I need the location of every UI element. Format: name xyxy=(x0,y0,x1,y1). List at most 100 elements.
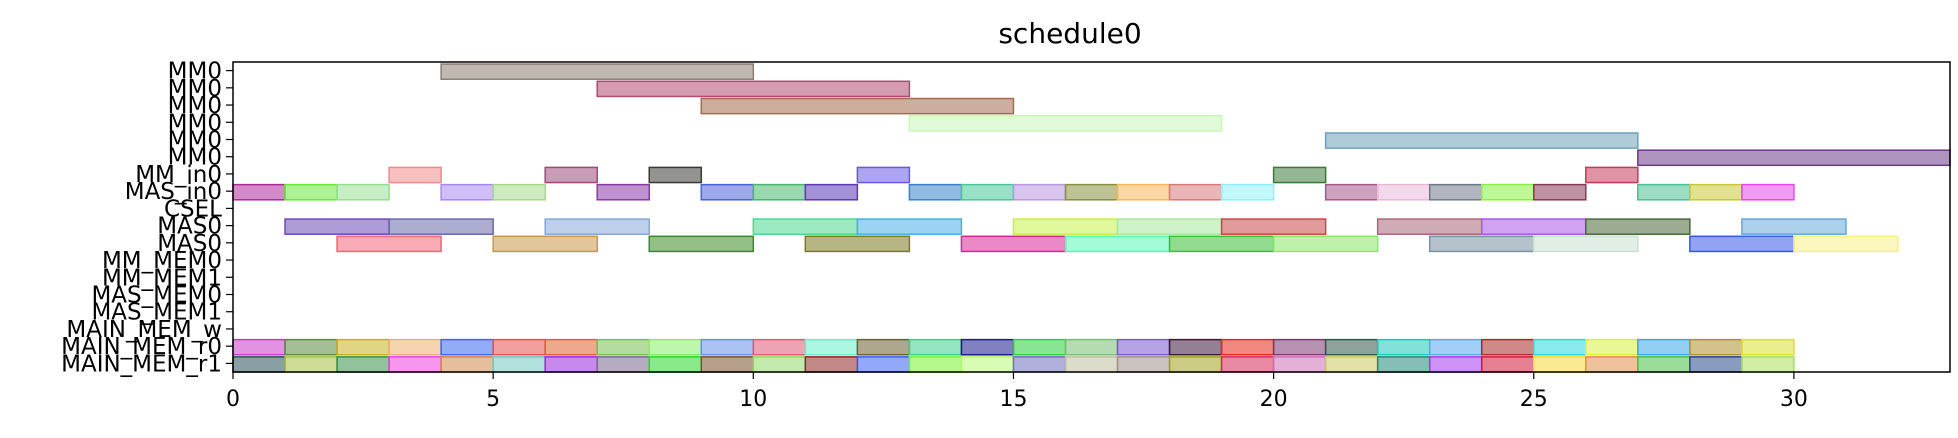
task-bar xyxy=(1324,132,1639,149)
task-bar xyxy=(1533,183,1587,201)
task-bar xyxy=(648,356,703,373)
task-bar xyxy=(284,218,390,235)
task-bar xyxy=(908,356,963,373)
task-bar xyxy=(1741,356,1795,373)
task-bar xyxy=(596,80,911,98)
task-bar xyxy=(960,356,1015,373)
task-bar xyxy=(908,338,963,356)
task-bar xyxy=(1012,356,1067,373)
task-bar xyxy=(1272,235,1379,253)
y-tick-label: MM_in0 xyxy=(135,162,222,188)
y-tick-label: MM_MEM1 xyxy=(102,265,222,291)
task-bar xyxy=(700,356,755,373)
x-tick-label: 5 xyxy=(486,387,500,412)
task-bar xyxy=(960,235,1067,253)
y-tick-label: MAIN_MEM_r0 xyxy=(61,334,222,360)
y-tick-label: MM0 xyxy=(168,93,222,119)
task-bar xyxy=(388,338,442,356)
task-bar xyxy=(1637,149,1951,167)
task-bar xyxy=(752,218,859,235)
task-bar xyxy=(1272,166,1327,184)
task-bar xyxy=(856,166,911,184)
task-bar xyxy=(1324,338,1379,356)
task-bar xyxy=(440,183,494,201)
task-bar xyxy=(1168,235,1275,253)
task-bar xyxy=(1689,183,1743,201)
x-tick-label: 25 xyxy=(1520,387,1548,412)
task-bar xyxy=(336,338,390,356)
y-tick-label: MAIN_MEM_w xyxy=(66,317,222,343)
y-tick-label: MAS_in0 xyxy=(125,179,222,205)
task-bar xyxy=(544,338,598,356)
task-bar xyxy=(596,356,650,373)
x-tick-label: 15 xyxy=(999,387,1027,412)
task-bar xyxy=(1637,183,1691,201)
task-bar xyxy=(284,183,338,201)
task-bar xyxy=(1116,183,1171,201)
task-bar xyxy=(804,356,859,373)
task-bar xyxy=(1689,338,1743,356)
task-bar xyxy=(544,218,650,235)
task-bar xyxy=(1480,356,1535,373)
task-bar xyxy=(1480,338,1535,356)
x-tick-label: 0 xyxy=(226,387,240,412)
plot-frame xyxy=(232,61,1951,373)
task-bar xyxy=(700,97,1015,115)
task-bar xyxy=(440,338,494,356)
task-bar xyxy=(1428,356,1483,373)
y-tick-label: MAS_MEM1 xyxy=(91,300,222,326)
task-bar xyxy=(1689,235,1795,253)
task-bar xyxy=(1741,218,1847,235)
task-bar xyxy=(232,356,286,373)
task-bar xyxy=(1220,218,1327,235)
task-bar xyxy=(648,235,755,253)
task-bar xyxy=(700,338,755,356)
task-bar xyxy=(1220,356,1275,373)
task-bar xyxy=(752,356,807,373)
task-bar xyxy=(388,166,442,184)
task-bar xyxy=(1012,338,1067,356)
chart-title: schedule0 xyxy=(998,17,1141,50)
task-bar xyxy=(1376,338,1431,356)
task-bar xyxy=(804,235,911,253)
task-bar xyxy=(1116,338,1171,356)
task-bar xyxy=(1064,356,1119,373)
task-bar xyxy=(596,183,650,201)
y-tick-label: MAS_MEM0 xyxy=(91,283,222,309)
task-bar xyxy=(1480,183,1535,201)
task-bar xyxy=(1220,338,1275,356)
task-bar xyxy=(1480,218,1587,235)
task-bar xyxy=(1637,356,1691,373)
task-bar xyxy=(544,356,598,373)
task-bar xyxy=(1012,218,1119,235)
task-bar xyxy=(492,183,546,201)
y-tick-label: MM_MEM0 xyxy=(102,248,222,274)
task-bar xyxy=(440,63,755,80)
task-bar xyxy=(388,218,494,235)
task-bar xyxy=(1168,338,1223,356)
task-bar xyxy=(492,356,546,373)
task-bar xyxy=(1168,183,1223,201)
task-bar xyxy=(856,338,911,356)
task-bar xyxy=(1324,356,1379,373)
task-bar xyxy=(1324,183,1379,201)
task-bar xyxy=(1533,356,1587,373)
task-bar xyxy=(1376,183,1431,201)
task-bar xyxy=(856,218,963,235)
task-bar xyxy=(1585,166,1639,184)
task-bar xyxy=(804,338,859,356)
task-bar xyxy=(1689,356,1743,373)
task-bar xyxy=(1428,183,1483,201)
task-bar xyxy=(232,338,286,356)
y-tick-label: MAS0 xyxy=(157,231,222,257)
task-bar xyxy=(544,166,598,184)
task-bar xyxy=(336,235,442,253)
y-tick-label: MM0 xyxy=(168,128,222,154)
task-bar xyxy=(232,183,286,201)
task-bar xyxy=(284,338,338,356)
task-bar xyxy=(1220,183,1275,201)
task-bars xyxy=(232,63,1951,373)
task-bar xyxy=(1585,218,1691,235)
task-bar xyxy=(1012,183,1067,201)
